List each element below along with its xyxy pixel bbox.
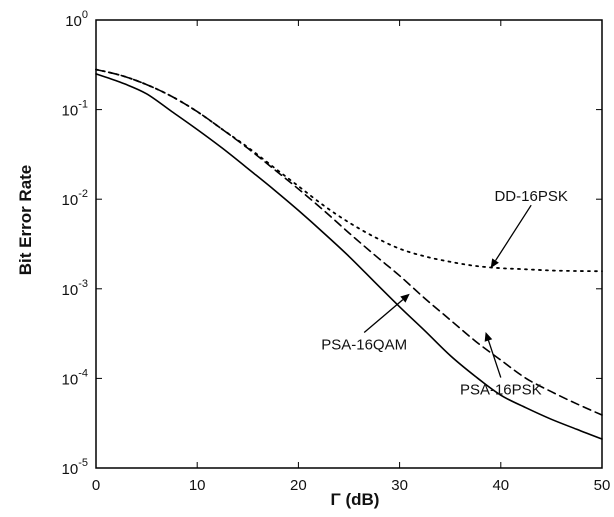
x-tick-label: 30 [391,477,408,494]
x-tick-label: 0 [92,477,100,494]
annotation-psa-16psk: PSA-16PSK [460,382,542,399]
series-psa-16psk-line [95,68,603,416]
plot-frame [95,19,603,469]
series-layer [95,68,603,440]
annotation-arrow-psa-16psk [487,340,502,378]
y-tick-label: 10-1 [62,99,88,120]
x-tick-label: 40 [492,477,509,494]
annotation-layer: DD-16PSK PSA-16QAM PSA-16PSK [321,188,568,398]
x-tick-label: 50 [594,477,611,494]
annotation-arrow-dd-16psk [495,204,532,261]
annotation-arrow-psa-16qam [363,299,404,334]
y-tick-labels: 100 10-1 10-2 10-3 10-4 10-5 [62,9,602,478]
x-axis-label: Γ (dB) [331,490,380,509]
y-axis-label: Bit Error Rate [16,165,35,276]
y-tick-label: 10-4 [62,367,88,388]
y-tick-label: 10-5 [62,457,88,478]
annotation-psa-16qam: PSA-16QAM [321,337,407,354]
y-tick-label: 100 [65,9,88,30]
series-psa-16qam-line [95,73,603,440]
x-tick-labels: 0 10 20 30 40 50 [92,20,611,494]
y-tick-label: 10-3 [62,278,88,299]
annotation-arrowhead-dd-16psk [490,258,499,269]
x-tick-label: 20 [290,477,307,494]
series-dd-16psk-line [95,68,603,273]
x-tick-label: 10 [189,477,206,494]
annotation-arrowhead-psa-16psk [484,331,493,342]
y-tick-label: 10-2 [62,188,88,209]
annotation-dd-16psk: DD-16PSK [494,188,567,205]
annotation-arrowhead-psa-16qam [400,293,410,303]
